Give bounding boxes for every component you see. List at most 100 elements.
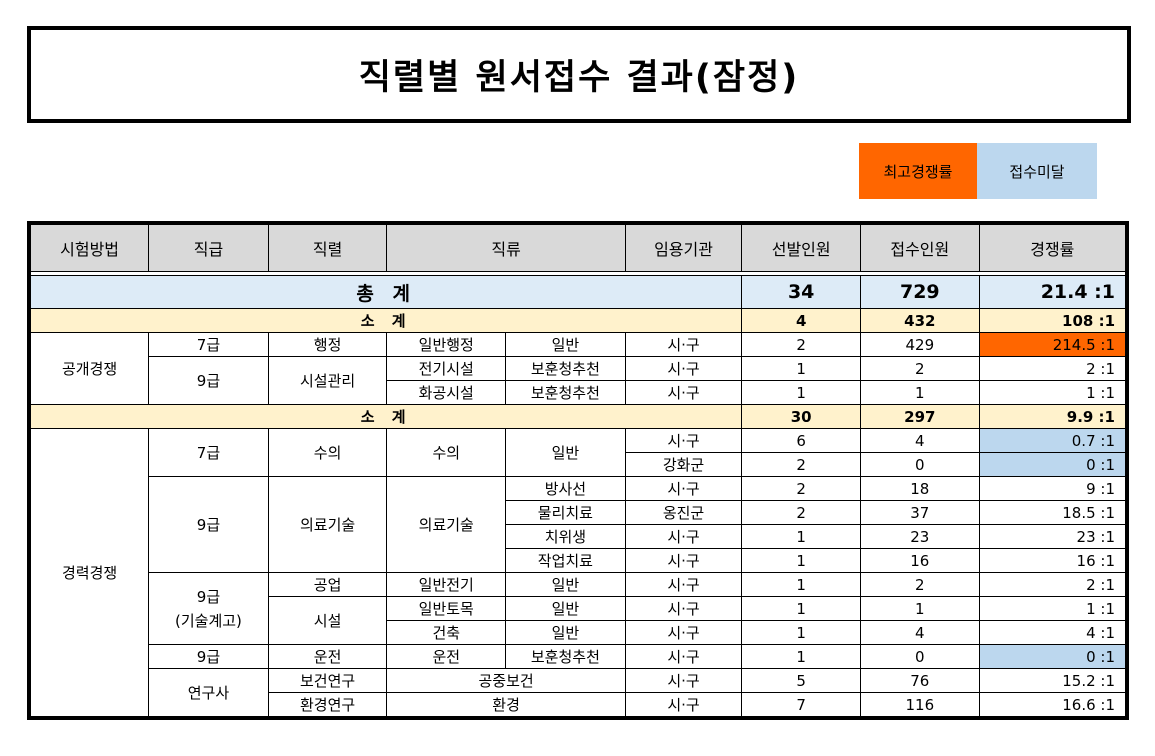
series-cell: 행정: [267, 332, 388, 357]
selected-cell: 1: [741, 548, 861, 573]
applied-cell: 1: [859, 380, 980, 405]
applied-cell: 429: [859, 332, 980, 357]
series-cell: 보건연구: [267, 668, 388, 693]
subcategory-cell: 일반: [505, 572, 626, 597]
selected-cell: 2: [741, 452, 861, 477]
org-cell: 시·구: [624, 620, 743, 645]
table-row: 9급 의료기술 의료기술 방사선 시·구 2 18 9 :1: [29, 476, 1128, 573]
header-selected: 선발인원: [741, 222, 861, 272]
category-cell: 일반토목: [386, 596, 507, 621]
total-label: 총 계: [28, 275, 743, 309]
selected-cell: 1: [741, 572, 861, 597]
applied-cell: 0: [859, 452, 980, 477]
org-cell: 강화군: [624, 452, 743, 477]
category-cell: 수의: [386, 428, 507, 477]
grade-line-1: 9급: [196, 587, 221, 606]
selected-cell: 2: [741, 500, 861, 525]
applied-cell: 23: [859, 524, 980, 549]
page-title-box: 직렬별 원서접수 결과(잠정): [27, 26, 1131, 123]
legend-max-ratio: 최고경쟁률: [859, 143, 977, 199]
category-cell: 일반행정: [386, 332, 507, 357]
series-cell: 공업: [267, 572, 388, 597]
subcategory-cell: 일반: [505, 332, 626, 357]
table-row: 9급 운전 운전 보훈청추천 시·구 1 0 0 :1: [29, 644, 1128, 669]
ratio-cell: 1 :1: [978, 596, 1128, 621]
category-cell: 전기시설: [386, 356, 507, 381]
category-cell: 운전: [386, 644, 507, 669]
applied-cell: 4: [859, 620, 980, 645]
applied-cell: 2: [859, 572, 980, 597]
subtotal-label: 소 계: [28, 404, 743, 429]
ratio-cell: 0 :1: [978, 644, 1128, 669]
grade-cell: 7급: [148, 332, 269, 357]
applied-cell: 76: [859, 668, 980, 693]
subcategory-cell: 보훈청추천: [505, 356, 626, 381]
subtotal-label: 소 계: [28, 308, 743, 333]
category-cell: 건축: [386, 620, 507, 645]
selected-cell: 2: [741, 476, 861, 501]
series-cell: 운전: [267, 644, 388, 669]
method-cell: 공개경쟁: [28, 332, 150, 405]
legend-under-applied: 접수미달: [977, 143, 1097, 199]
total-applied: 729: [859, 275, 980, 309]
table-row: 9급 (기술계고) 공업 일반전기 일반 시·구 1 2 2 :1: [29, 572, 1128, 645]
selected-cell: 2: [741, 332, 861, 357]
grade-cell: 9급: [148, 476, 269, 573]
ratio-cell: 4 :1: [978, 620, 1128, 645]
subcategory-cell: 작업치료: [505, 548, 626, 573]
selected-cell: 1: [741, 644, 861, 669]
org-cell: 시·구: [624, 668, 743, 693]
series-cell: 시설: [267, 596, 388, 645]
grade-cell: 9급 (기술계고): [148, 572, 269, 645]
selected-cell: 1: [741, 620, 861, 645]
org-cell: 시·구: [624, 380, 743, 405]
table-row: 환경연구 환경 시·구 7 116 16.6 :1: [29, 692, 1128, 719]
total-ratio: 21.4 :1: [978, 275, 1128, 309]
method-cell: 경력경쟁: [28, 428, 150, 719]
series-cell: 의료기술: [267, 476, 388, 573]
grade-cell: 7급: [148, 428, 269, 477]
subtotal-ratio: 108 :1: [978, 308, 1128, 333]
subcategory-cell: 일반: [505, 620, 626, 645]
header-method: 시험방법: [28, 222, 150, 272]
category-cell: 환경: [386, 692, 626, 719]
subtotal-applied: 432: [859, 308, 980, 333]
total-row: 총 계 34 729 21.4 :1: [28, 275, 1128, 309]
header-applied: 접수인원: [859, 222, 980, 272]
applied-cell: 116: [859, 692, 980, 719]
subcategory-cell: 물리치료: [505, 500, 626, 525]
subtotal-applied: 297: [859, 404, 980, 429]
ratio-cell: 16.6 :1: [978, 692, 1128, 719]
org-cell: 시·구: [624, 356, 743, 381]
ratio-cell: 15.2 :1: [978, 668, 1128, 693]
header-category: 직류: [386, 222, 626, 272]
applied-cell: 0: [859, 644, 980, 669]
subcategory-cell: 보훈청추천: [505, 644, 626, 669]
subcategory-cell: 일반: [505, 596, 626, 621]
ratio-cell: 16 :1: [978, 548, 1128, 573]
table-row: 공개경쟁 7급 행정 일반행정 일반 시·구 2 429 214.5 :1: [28, 332, 1128, 405]
grade-cell: 연구사: [148, 668, 269, 719]
results-table: 시험방법 직급 직렬 직류 임용기관 선발인원 접수인원 경쟁률 총 계 34 …: [27, 221, 1129, 720]
org-cell: 시·구: [624, 644, 743, 669]
header-series: 직렬: [267, 222, 388, 272]
series-cell: 시설관리: [267, 356, 388, 405]
category-cell: 의료기술: [386, 476, 507, 573]
org-cell: 시·구: [624, 572, 743, 597]
applied-cell: 37: [859, 500, 980, 525]
subcategory-cell: 방사선: [505, 476, 626, 501]
subtotal-row-career: 소 계 30 297 9.9 :1: [28, 404, 1128, 429]
subtotal-row-open: 소 계 4 432 108 :1: [28, 308, 1128, 333]
ratio-cell: 18.5 :1: [978, 500, 1128, 525]
subcategory-cell: 보훈청추천: [505, 380, 626, 405]
selected-cell: 6: [741, 428, 861, 453]
table-row: 건축 일반 시·구 1 4 4 :1: [29, 620, 1128, 645]
subtotal-selected: 4: [741, 308, 861, 333]
series-cell: 수의: [267, 428, 388, 477]
table-row: 연구사 보건연구 공중보건 시·구 5 76 15.2 :1: [29, 668, 1128, 719]
table-row: 작업치료 시·구 1 16 16 :1: [29, 548, 1128, 573]
table-row: 물리치료 옹진군 2 37 18.5 :1: [29, 500, 1128, 525]
grade-line-2: (기술계고): [175, 611, 242, 630]
grade-cell: 9급: [148, 644, 269, 669]
header-row: 시험방법 직급 직렬 직류 임용기관 선발인원 접수인원 경쟁률: [28, 222, 1128, 272]
